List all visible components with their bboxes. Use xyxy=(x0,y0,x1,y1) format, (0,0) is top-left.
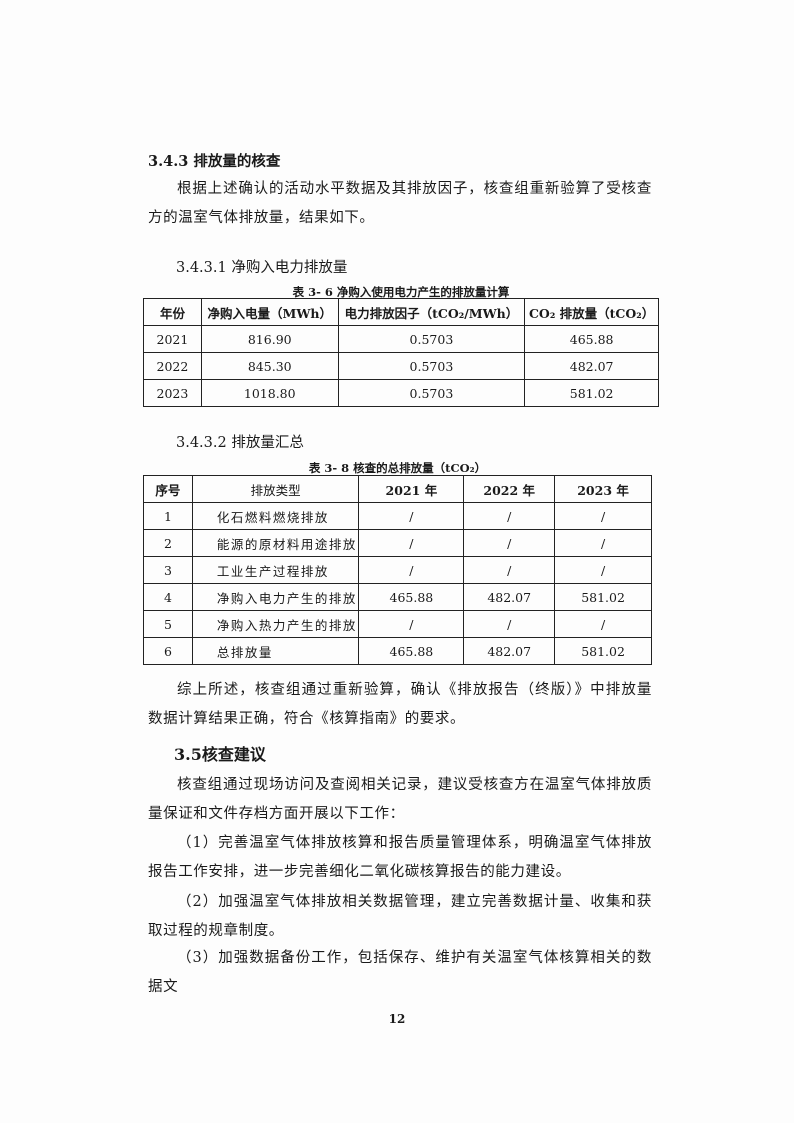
cell: 3 xyxy=(143,556,193,584)
header-cell: 序号 xyxy=(143,475,193,503)
header-cell: CO₂ 排放量（tCO₂） xyxy=(524,298,659,326)
section-heading-3-4-3-2: 3.4.3.2 排放量汇总 xyxy=(176,435,304,451)
cell: 0.5703 xyxy=(337,352,526,380)
table-electricity-emissions: 年份 净购入电量（MWh） 电力排放因子（tCO₂/MWh） CO₂ 排放量（t… xyxy=(143,298,659,407)
header-cell: 排放类型 xyxy=(191,475,360,503)
cell: 4 xyxy=(143,583,193,611)
cell: / xyxy=(554,556,652,584)
table-row: 2023 1018.80 0.5703 581.02 xyxy=(143,379,659,407)
table-row: 3 工业生产过程排放 / / / xyxy=(143,556,652,584)
cell: 1 xyxy=(143,502,193,530)
section-heading-3-4-3-1: 3.4.3.1 净购入电力排放量 xyxy=(176,260,348,276)
header-cell: 电力排放因子（tCO₂/MWh） xyxy=(337,298,526,326)
table-row: 6 总排放量 465.88 482.07 581.02 xyxy=(143,637,652,665)
recommendations-intro: 核查组通过现场访问及查阅相关记录，建议受核查方在温室气体排放质量保证和文件存档方… xyxy=(148,777,652,822)
table-row: 2022 845.30 0.5703 482.07 xyxy=(143,352,659,380)
header-cell: 年份 xyxy=(143,298,202,326)
header-cell: 2021 年 xyxy=(358,475,465,503)
header-cell: 净购入电量（MWh） xyxy=(200,298,339,326)
cell: 0.5703 xyxy=(337,379,526,407)
cell: 482.07 xyxy=(463,583,556,611)
table-total-emissions: 序号 排放类型 2021 年 2022 年 2023 年 1 化石燃料燃烧排放 / /… xyxy=(143,475,652,665)
cell: 816.90 xyxy=(200,325,339,353)
cell: 0.5703 xyxy=(337,325,526,353)
header-cell: 2023 年 xyxy=(554,475,652,503)
cell: / xyxy=(358,529,465,557)
table-row: 4 净购入电力产生的排放 465.88 482.07 581.02 xyxy=(143,583,652,611)
cell: / xyxy=(463,529,556,557)
table-header-row: 年份 净购入电量（MWh） 电力排放因子（tCO₂/MWh） CO₂ 排放量（t… xyxy=(143,298,659,326)
cell: 2022 xyxy=(143,352,202,380)
cell: 465.88 xyxy=(358,637,465,665)
paragraph-verification: 根据上述确认的活动水平数据及其排放因子，核查组重新验算了受核查方的温室气体排放量… xyxy=(148,181,652,226)
section-heading-3-4-3: 3.4.3 排放量的核查 xyxy=(148,153,281,170)
cell: 482.07 xyxy=(463,637,556,665)
table-caption-3-8: 表 3- 8 核查的总排放量（tCO₂） xyxy=(308,461,487,475)
recommendation-item: （3）加强数据备份工作，包括保存、维护有关温室气体核算相关的数据文 xyxy=(148,950,652,995)
page-number: 12 xyxy=(388,1012,406,1026)
cell: 2023 xyxy=(143,379,202,407)
cell: / xyxy=(358,502,465,530)
table-row: 2021 816.90 0.5703 465.88 xyxy=(143,325,659,353)
cell: 482.07 xyxy=(524,352,659,380)
cell: 净购入热力产生的排放 xyxy=(191,610,360,638)
cell: 581.02 xyxy=(554,583,652,611)
cell: / xyxy=(463,556,556,584)
cell: / xyxy=(358,610,465,638)
cell: 总排放量 xyxy=(191,637,360,665)
recommendation-item: （1）完善温室气体排放核算和报告质量管理体系，明确温室气体排放报告工作安排，进一… xyxy=(148,835,652,880)
table-row: 1 化石燃料燃烧排放 / / / xyxy=(143,502,652,530)
cell: / xyxy=(463,610,556,638)
cell: 2 xyxy=(143,529,193,557)
cell: 1018.80 xyxy=(200,379,339,407)
cell: 2021 xyxy=(143,325,202,353)
cell: 581.02 xyxy=(554,637,652,665)
summary-paragraph: 综上所述，核查组通过重新验算，确认《排放报告（终版）》中排放量数据计算结果正确，… xyxy=(148,682,652,727)
cell: 工业生产过程排放 xyxy=(191,556,360,584)
cell: 能源的原材料用途排放 xyxy=(191,529,360,557)
table-row: 2 能源的原材料用途排放 / / / xyxy=(143,529,652,557)
table-header-row: 序号 排放类型 2021 年 2022 年 2023 年 xyxy=(143,475,652,503)
recommendation-item: （2）加强温室气体排放相关数据管理，建立完善数据计量、收集和获取过程的规章制度。 xyxy=(148,894,652,939)
cell: 465.88 xyxy=(358,583,465,611)
cell: / xyxy=(554,529,652,557)
cell: 845.30 xyxy=(200,352,339,380)
table-caption-3-6: 表 3- 6 净购入使用电力产生的排放量计算 xyxy=(292,285,510,299)
table-row: 5 净购入热力产生的排放 / / / xyxy=(143,610,652,638)
cell: 581.02 xyxy=(524,379,659,407)
cell: / xyxy=(463,502,556,530)
header-cell: 2022 年 xyxy=(463,475,556,503)
cell: 净购入电力产生的排放 xyxy=(191,583,360,611)
cell: 6 xyxy=(143,637,193,665)
cell: 化石燃料燃烧排放 xyxy=(191,502,360,530)
cell: 5 xyxy=(143,610,193,638)
cell: 465.88 xyxy=(524,325,659,353)
cell: / xyxy=(554,610,652,638)
cell: / xyxy=(554,502,652,530)
cell: / xyxy=(358,556,465,584)
section-heading-3-5: 3.5核查建议 xyxy=(174,745,266,764)
